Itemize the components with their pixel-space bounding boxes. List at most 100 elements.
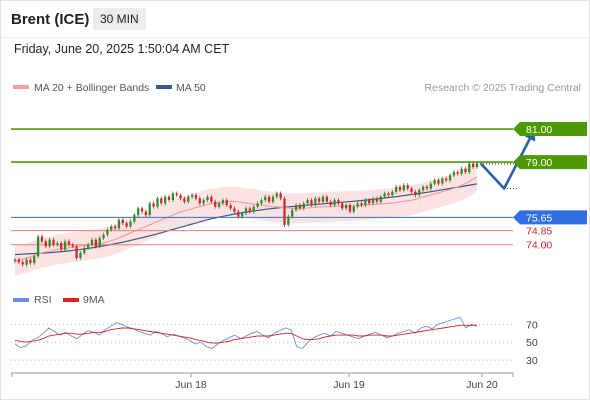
candle-body (379, 196, 382, 202)
research-credit: Research © 2025 Trading Central (424, 82, 581, 94)
candle-body (410, 188, 413, 192)
candle-body (244, 208, 248, 214)
candle-body (148, 203, 151, 215)
chart-header: Brent (ICE) 30 MIN (1, 1, 589, 38)
candle-body (279, 193, 282, 199)
candle-body (456, 172, 459, 174)
candle-body (264, 196, 267, 201)
candle-body (472, 163, 475, 168)
candle-body (229, 205, 232, 209)
candle-body (275, 193, 278, 197)
x-tick-label: Jun 18 (175, 379, 207, 391)
rsi-legend-label: RSI (34, 294, 52, 306)
candle-body (433, 180, 436, 184)
level-labels: 81.00 79.00 75.65 74.85 74.00 (513, 122, 587, 252)
level-tag-81.00 (513, 122, 587, 137)
level-label-74.00: 74.00 (526, 240, 552, 252)
candle-body (36, 236, 40, 257)
candle-body (267, 196, 271, 202)
bollinger-bands (15, 162, 477, 277)
candle-body (298, 205, 302, 209)
candle-body (441, 178, 444, 184)
candle-body (202, 200, 205, 204)
candle-body (302, 203, 305, 209)
candle-body (210, 196, 213, 202)
candle-body (121, 219, 124, 224)
candle-body (63, 241, 67, 250)
rsi-tick-label: 50 (526, 337, 538, 349)
chart-datetime: Friday, June 20, 2025 1:50:04 AM CET (14, 42, 230, 56)
candle-body (310, 200, 313, 206)
candle-body (395, 186, 398, 192)
ma50-legend-swatch (156, 85, 172, 89)
candle-body (25, 259, 28, 265)
price-legend: MA 20 + Bollinger Bands MA 50 Research ©… (13, 82, 581, 94)
candle-body (71, 244, 74, 247)
candle-body (67, 241, 71, 245)
candle-body (90, 239, 94, 245)
candle-body (287, 216, 290, 225)
candle-body (113, 226, 117, 229)
candle-body (271, 196, 275, 202)
candle-body (383, 193, 386, 197)
candle-body (402, 185, 405, 191)
candle-body (445, 178, 448, 181)
candle-body (144, 211, 148, 215)
candle-body (341, 203, 344, 209)
candle-body (418, 190, 421, 196)
candle-body (425, 186, 429, 189)
candle-body (194, 195, 198, 199)
rsi-line (14, 316, 478, 350)
candle-body (52, 239, 55, 245)
candle-body (98, 238, 101, 247)
candle-body (167, 196, 171, 201)
candle-body (468, 163, 471, 172)
candle-body (33, 256, 36, 263)
candle-body (94, 239, 97, 247)
candle-body (437, 180, 440, 184)
instrument-title: Brent (ICE) (11, 11, 90, 28)
candle-body (318, 198, 321, 202)
candle-body (79, 252, 82, 258)
forecast-arrow-line (480, 128, 537, 190)
rsi-tick-label: 70 (526, 319, 538, 331)
candle-body (344, 205, 348, 209)
candle-body (13, 259, 17, 262)
level-label-79.00: 79.00 (526, 157, 552, 169)
candle-body (102, 234, 105, 239)
candle-body (160, 198, 163, 204)
candle-body (356, 203, 359, 207)
candle-body (140, 208, 144, 212)
candle-body (179, 195, 182, 199)
ma20-legend-label: MA 20 + Bollinger Bands (34, 82, 149, 94)
candle-body (187, 196, 190, 202)
candle-body (190, 195, 194, 197)
candle-body (56, 243, 59, 245)
level-label-81.00: 81.00 (526, 124, 552, 136)
candle-body (233, 208, 236, 212)
candle-body (40, 236, 44, 242)
x-tick-label: Jun 19 (333, 379, 365, 391)
candle-body (371, 198, 375, 204)
candle-body (375, 198, 379, 202)
candle-body (314, 198, 317, 206)
candle-body (448, 175, 452, 181)
candle-body (306, 200, 309, 204)
candle-body (17, 259, 20, 263)
candle-body (221, 200, 225, 204)
candle-body (44, 241, 47, 247)
candle-body (360, 203, 363, 206)
candle-body (333, 200, 336, 206)
candle-body (352, 206, 355, 212)
level-label-74.85: 74.85 (526, 226, 552, 238)
candle-body (283, 198, 286, 225)
rsi-legend-swatch (13, 298, 29, 302)
rsi-panel: 70 50 30 (11, 316, 538, 367)
candle-body (75, 246, 78, 258)
rsi-tick-label: 30 (526, 355, 538, 367)
candle-body (348, 205, 352, 212)
candle-body (110, 226, 113, 230)
timeframe-badge[interactable]: 30 MIN (93, 8, 146, 30)
candle-body (198, 198, 201, 204)
